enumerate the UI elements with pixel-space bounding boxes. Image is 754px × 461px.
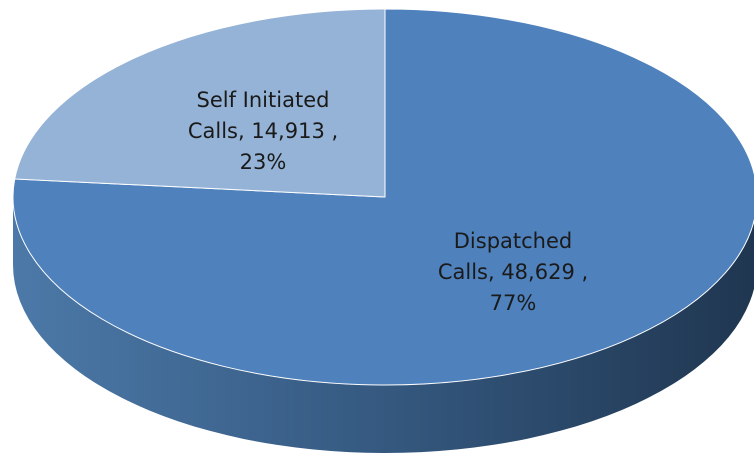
data-label-line: 23%	[240, 150, 287, 174]
data-label-self-initiated-calls: Self Initiated Calls, 14,913 , 23%	[188, 88, 338, 174]
pie-slices	[12, 8, 754, 453]
pie-slice-self-initiated-calls	[14, 8, 386, 198]
data-label-line: 77%	[490, 291, 537, 315]
data-label-dispatched-calls: Dispatched Calls, 48,629 , 77%	[438, 229, 588, 315]
data-label-line: Calls, 48,629 ,	[438, 260, 588, 284]
data-label-line: Calls, 14,913 ,	[188, 119, 338, 143]
pie-data-labels: Dispatched Calls, 48,629 , 77% Self Initiat…	[188, 88, 588, 315]
data-label-line: Dispatched	[454, 229, 572, 253]
pie-side-dispatched-calls	[13, 197, 754, 453]
data-label-line: Self Initiated	[197, 88, 330, 112]
